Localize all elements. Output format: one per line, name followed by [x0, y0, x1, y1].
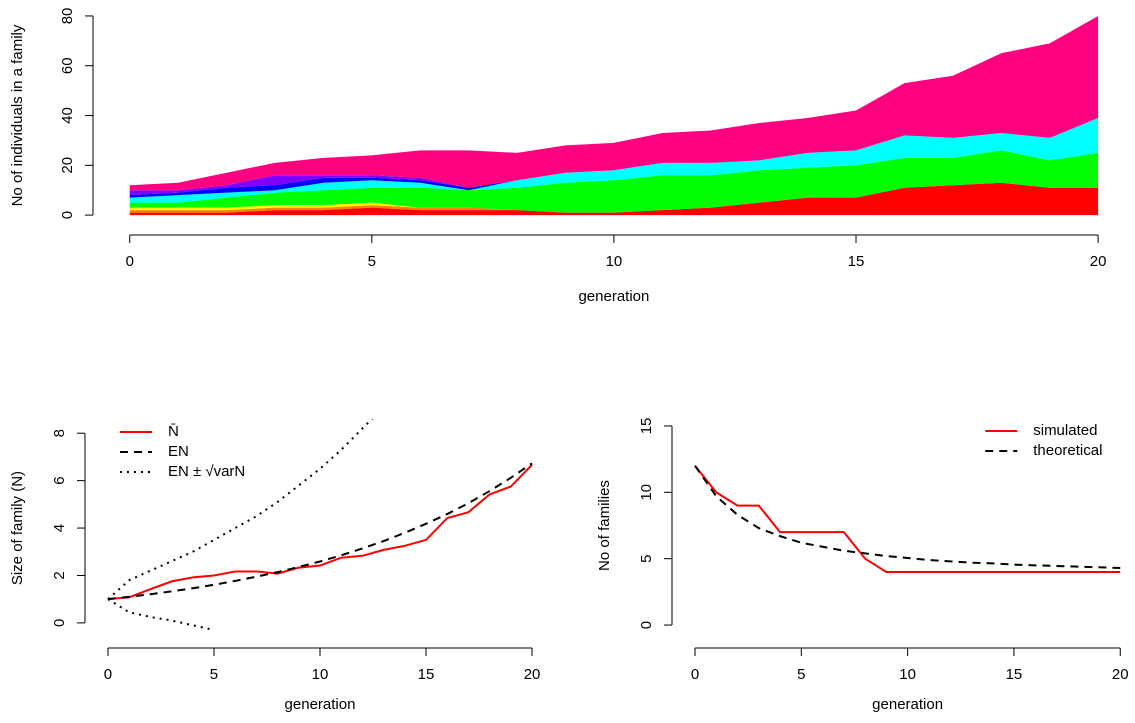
y-tick-label: 0: [51, 619, 68, 627]
area: [129, 182, 1099, 216]
line: [107, 462, 533, 601]
x-tick-label: 5: [368, 253, 376, 270]
legend-label: simulated: [1033, 422, 1097, 439]
plot-area: [129, 15, 1099, 216]
y-tick-label: 0: [59, 211, 76, 219]
area: [129, 15, 1099, 191]
x-tick-label: 5: [210, 666, 218, 683]
area: [129, 118, 1099, 203]
y-axis-title: No of individuals in a family: [9, 24, 26, 206]
area: [129, 182, 1099, 213]
y-axis-title: Size of family (N): [9, 471, 26, 585]
y-tick-label: 20: [59, 157, 76, 174]
y-tick-label: 4: [51, 524, 68, 532]
y-tick-label: 60: [59, 57, 76, 74]
area: [129, 150, 1099, 213]
x-tick-label: 5: [797, 666, 805, 683]
y-tick-label: 8: [51, 429, 68, 437]
legend-label: EN: [168, 443, 189, 460]
legend-label: N̄: [168, 423, 179, 440]
x-axis-title: generation: [285, 696, 356, 713]
legend-label: theoretical: [1033, 442, 1102, 459]
y-tick-label: 80: [59, 8, 76, 25]
y-tick-label: 15: [638, 418, 655, 435]
x-tick-label: 10: [312, 666, 329, 683]
x-tick-label: 20: [524, 666, 541, 683]
x-axis-title: generation: [578, 288, 649, 305]
y-tick-label: 5: [638, 555, 655, 563]
x-tick-label: 15: [848, 253, 865, 270]
y-tick-label: 10: [638, 484, 655, 501]
y-tick-label: 6: [51, 476, 68, 484]
area: [129, 118, 1099, 196]
legend-label: EN ± √varN: [168, 463, 245, 480]
line: [107, 464, 533, 601]
x-tick-label: 0: [126, 253, 134, 270]
x-tick-label: 15: [418, 666, 435, 683]
x-tick-label: 15: [1006, 666, 1023, 683]
y-tick-label: 40: [59, 107, 76, 124]
x-tick-label: 0: [104, 666, 112, 683]
x-tick-label: 10: [899, 666, 916, 683]
line: [694, 465, 1121, 569]
x-tick-label: 20: [1112, 666, 1129, 683]
x-tick-label: 10: [606, 253, 623, 270]
plot-area: [107, 419, 533, 630]
line: [694, 465, 1121, 573]
plot-area: [694, 465, 1121, 573]
y-tick-label: 2: [51, 571, 68, 579]
y-axis-title: No of families: [596, 480, 613, 571]
y-tick-label: 0: [638, 621, 655, 629]
x-tick-label: 20: [1090, 253, 1107, 270]
x-tick-label: 0: [691, 666, 699, 683]
line: [107, 598, 215, 630]
x-axis-title: generation: [872, 696, 943, 713]
line: [107, 419, 374, 600]
